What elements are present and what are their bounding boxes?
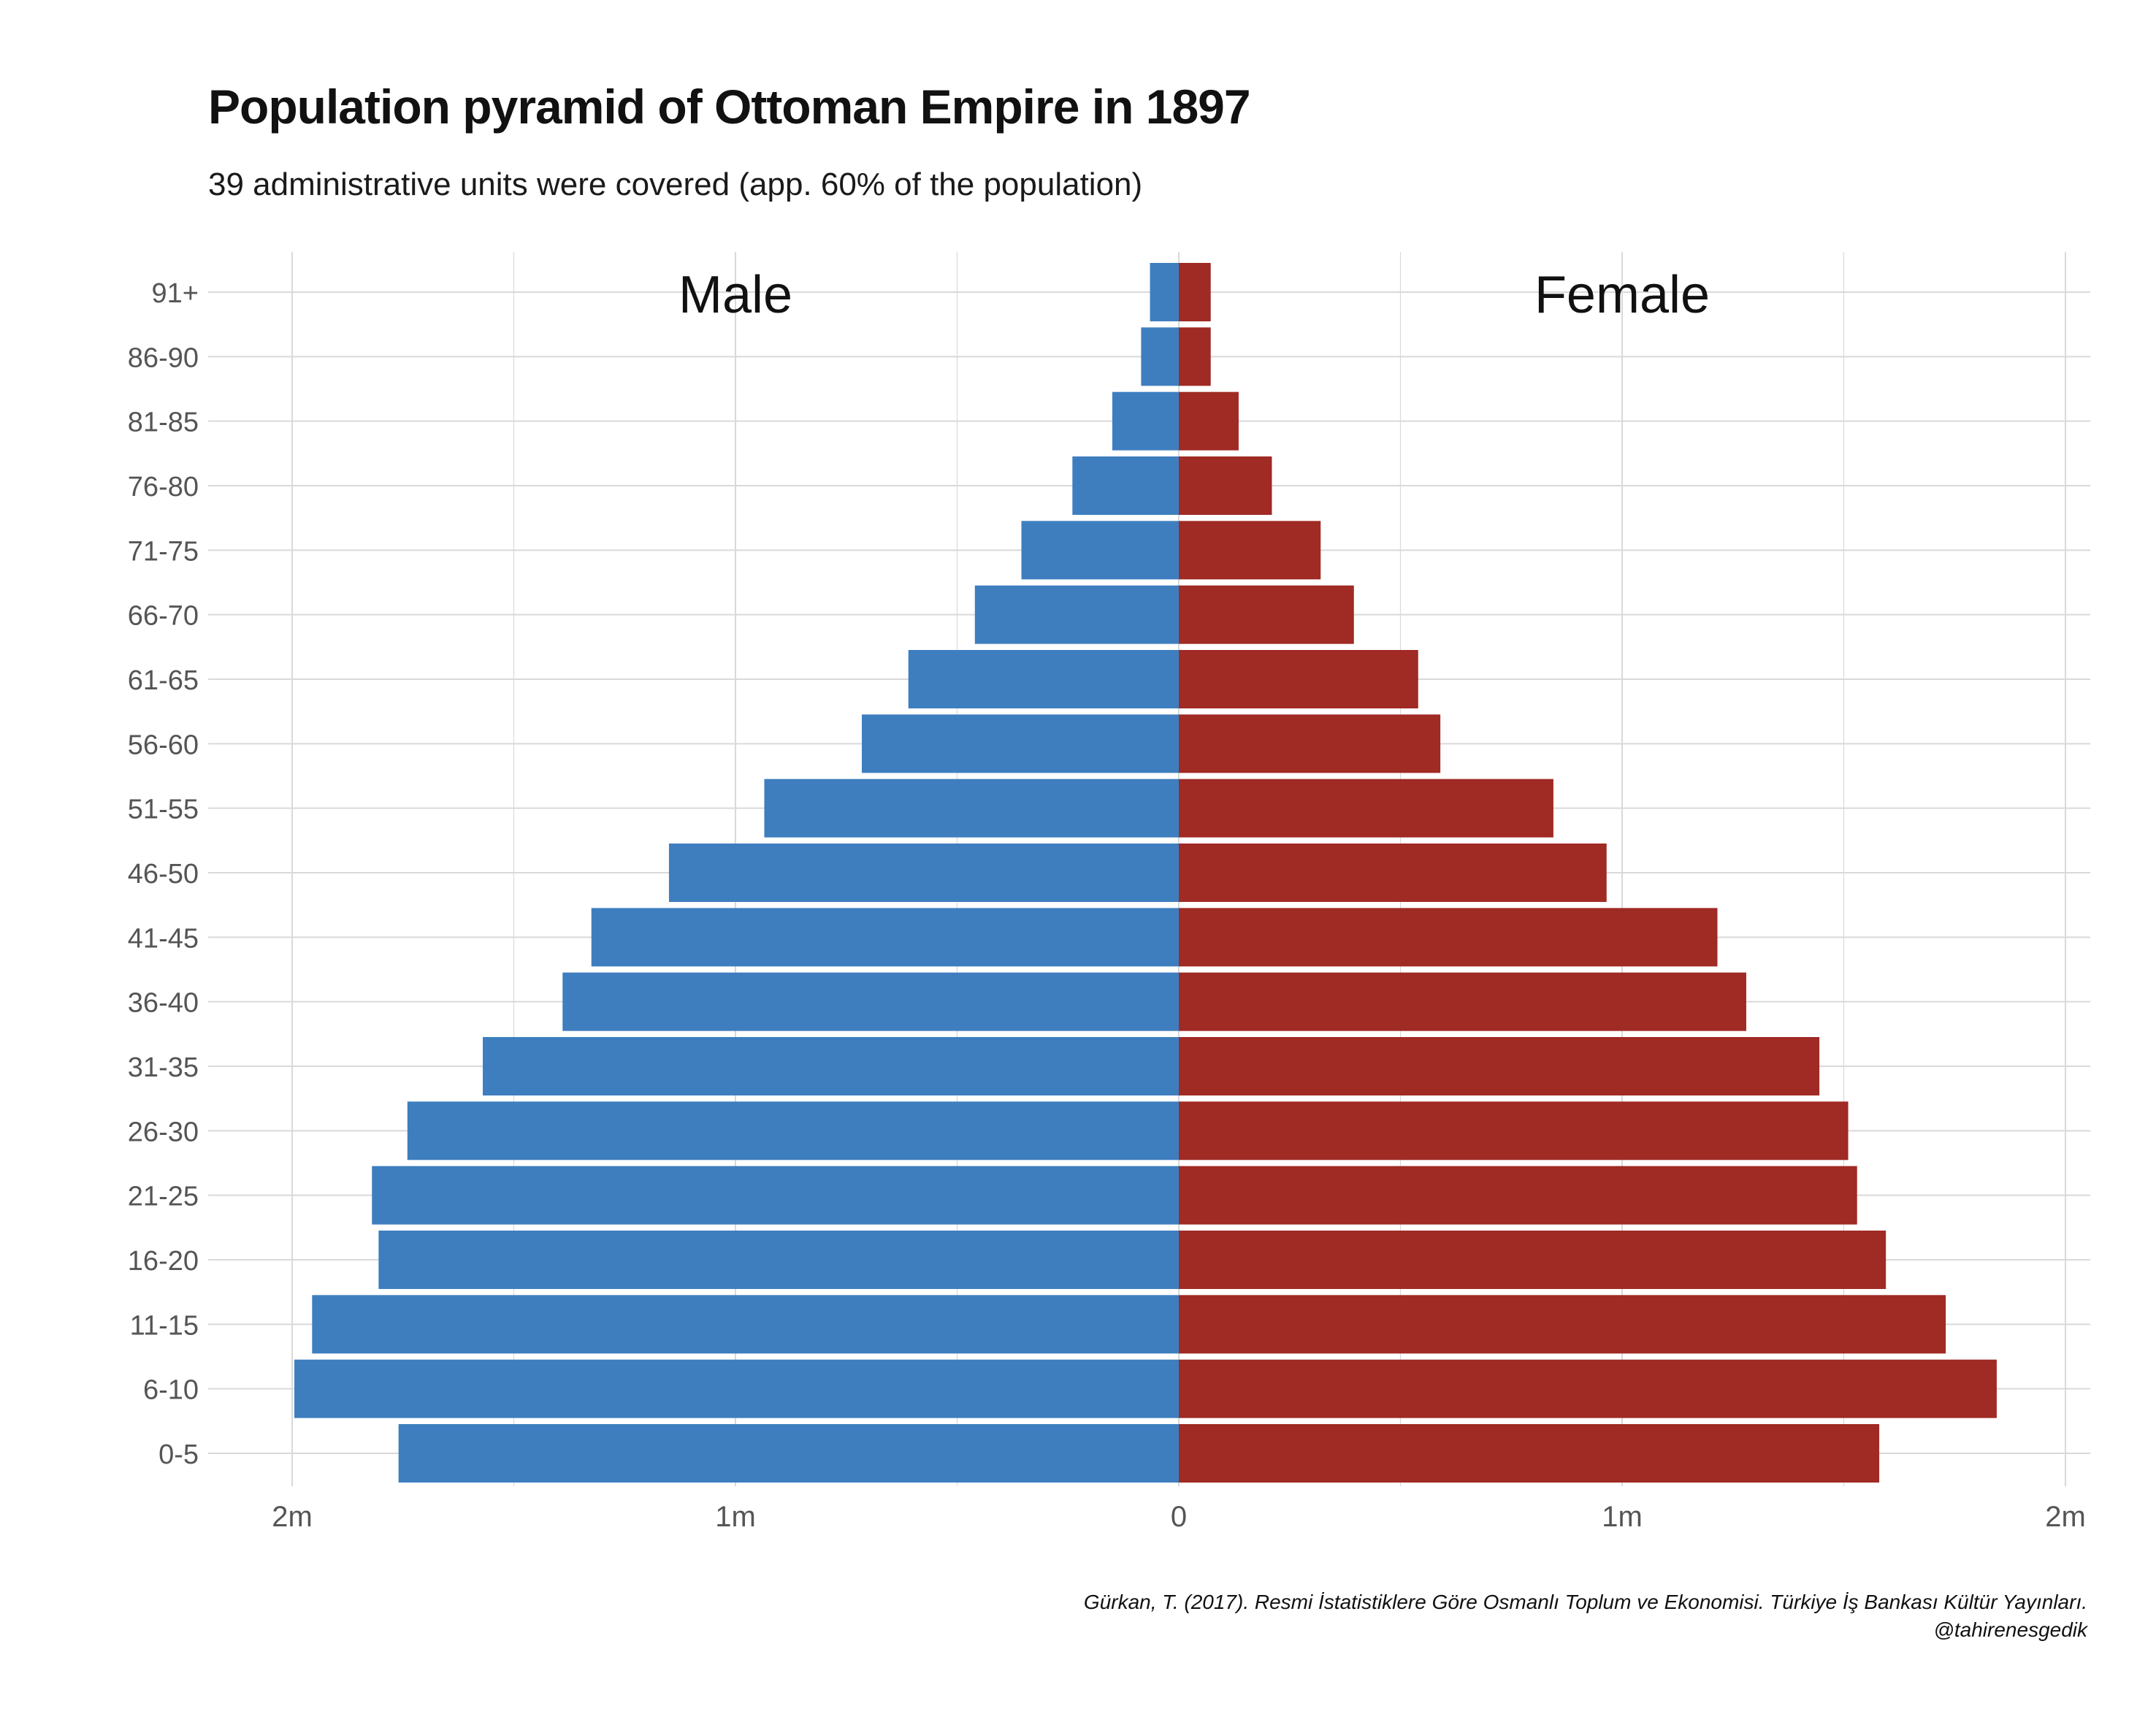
y-tick-label: 11-15 bbox=[130, 1310, 199, 1341]
x-tick-label: 0 bbox=[1171, 1501, 1187, 1533]
female-bar-56-60 bbox=[1179, 714, 1441, 773]
male-bar-16-20 bbox=[378, 1231, 1179, 1289]
y-tick-label: 0-5 bbox=[158, 1439, 199, 1470]
y-tick-label: 81-85 bbox=[128, 408, 199, 438]
x-tick-label: 2m bbox=[2045, 1501, 2086, 1533]
female-bar-76-80 bbox=[1179, 456, 1272, 515]
male-bar-36-40 bbox=[562, 972, 1179, 1031]
female-bar-31-35 bbox=[1179, 1037, 1820, 1095]
male-bar-61-65 bbox=[908, 650, 1179, 708]
y-tick-label: 76-80 bbox=[128, 472, 199, 502]
male-label: Male bbox=[678, 266, 792, 324]
male-bar-31-35 bbox=[483, 1037, 1179, 1095]
chart-subtitle: 39 administrative units were covered (ap… bbox=[208, 167, 1143, 202]
female-bar-86-90 bbox=[1179, 327, 1211, 386]
y-tick-label: 46-50 bbox=[128, 859, 199, 890]
male-bar-11-15 bbox=[312, 1295, 1180, 1354]
male-bar-76-80 bbox=[1072, 456, 1179, 515]
male-bar-56-60 bbox=[861, 714, 1179, 773]
female-bar-36-40 bbox=[1179, 972, 1746, 1031]
male-bar-21-25 bbox=[372, 1166, 1179, 1225]
y-tick-label: 56-60 bbox=[128, 730, 199, 760]
y-tick-label: 66-70 bbox=[128, 601, 199, 632]
female-bar-51-55 bbox=[1179, 779, 1553, 838]
y-tick-label: 36-40 bbox=[128, 988, 199, 1019]
x-tick-label: 1m bbox=[715, 1501, 756, 1533]
male-bar-66-70 bbox=[974, 585, 1179, 644]
author-handle: @tahirenesgedik bbox=[1933, 1618, 2087, 1641]
female-bar-81-85 bbox=[1179, 391, 1239, 451]
female-bar-41-45 bbox=[1179, 908, 1718, 967]
female-bar-66-70 bbox=[1179, 585, 1354, 644]
y-tick-label: 6-10 bbox=[143, 1375, 199, 1406]
female-bar-0-5 bbox=[1179, 1424, 1880, 1483]
female-bar-46-50 bbox=[1179, 844, 1607, 902]
x-tick-label: 1m bbox=[1602, 1501, 1643, 1533]
female-bar-21-25 bbox=[1179, 1166, 1857, 1225]
male-bar-81-85 bbox=[1112, 391, 1179, 451]
male-bar-51-55 bbox=[764, 779, 1179, 838]
x-tick-label: 2m bbox=[272, 1501, 313, 1533]
source-caption: Gürkan, T. (2017). Resmi İstatistiklere … bbox=[1083, 1591, 2087, 1613]
y-tick-label: 26-30 bbox=[128, 1117, 199, 1147]
male-bar-26-30 bbox=[407, 1101, 1179, 1160]
male-bar-0-5 bbox=[398, 1424, 1180, 1483]
chart-title: Population pyramid of Ottoman Empire in … bbox=[208, 80, 1251, 134]
male-bar-91+ bbox=[1150, 263, 1179, 321]
female-bar-61-65 bbox=[1179, 650, 1418, 708]
female-bar-16-20 bbox=[1179, 1231, 1886, 1289]
female-bar-91+ bbox=[1179, 263, 1211, 321]
y-tick-label: 86-90 bbox=[128, 343, 199, 373]
male-bar-86-90 bbox=[1141, 327, 1179, 386]
y-tick-label: 51-55 bbox=[128, 795, 199, 825]
female-bar-6-10 bbox=[1179, 1359, 1997, 1418]
bar-layer bbox=[294, 263, 1997, 1483]
male-bar-46-50 bbox=[668, 844, 1179, 902]
female-bar-11-15 bbox=[1179, 1295, 1946, 1354]
female-label: Female bbox=[1534, 266, 1710, 324]
male-bar-71-75 bbox=[1021, 521, 1179, 580]
male-bar-6-10 bbox=[294, 1359, 1179, 1418]
label-layer: 0-5 6-10 11-15 16-20 21-25 26-30 31-35 36-40 41-… bbox=[128, 266, 2086, 1533]
y-tick-label: 41-45 bbox=[128, 923, 199, 954]
male-bar-41-45 bbox=[591, 908, 1179, 967]
y-tick-label: 31-35 bbox=[128, 1052, 199, 1083]
y-tick-label: 61-65 bbox=[128, 665, 199, 696]
y-tick-label: 91+ bbox=[152, 278, 199, 309]
female-bar-26-30 bbox=[1179, 1101, 1849, 1160]
y-tick-label: 16-20 bbox=[128, 1246, 199, 1277]
female-bar-71-75 bbox=[1179, 521, 1321, 580]
y-tick-label: 71-75 bbox=[128, 536, 199, 567]
y-tick-label: 21-25 bbox=[128, 1182, 199, 1212]
